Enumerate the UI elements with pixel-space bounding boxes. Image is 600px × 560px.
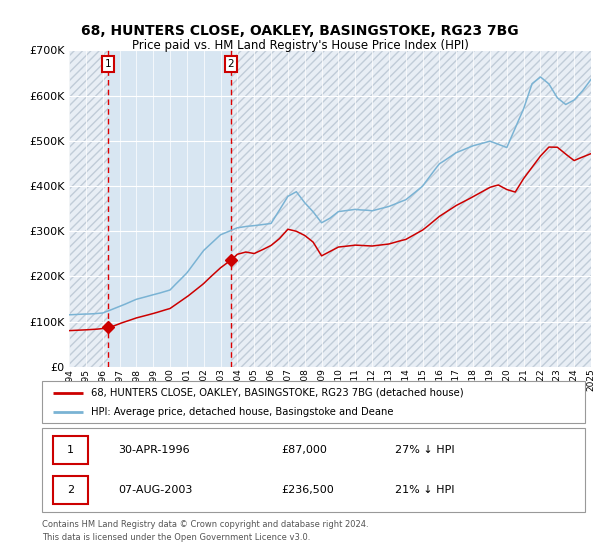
- Bar: [69, 50, 108, 367]
- Text: 2: 2: [227, 59, 234, 69]
- Text: Contains HM Land Registry data © Crown copyright and database right 2024.: Contains HM Land Registry data © Crown c…: [42, 520, 368, 529]
- FancyBboxPatch shape: [42, 428, 585, 512]
- FancyBboxPatch shape: [53, 436, 88, 464]
- Text: 27% ↓ HPI: 27% ↓ HPI: [395, 445, 455, 455]
- Bar: [230, 50, 591, 367]
- Text: Price paid vs. HM Land Registry's House Price Index (HPI): Price paid vs. HM Land Registry's House …: [131, 39, 469, 52]
- Text: HPI: Average price, detached house, Basingstoke and Deane: HPI: Average price, detached house, Basi…: [91, 407, 394, 417]
- Text: 68, HUNTERS CLOSE, OAKLEY, BASINGSTOKE, RG23 7BG (detached house): 68, HUNTERS CLOSE, OAKLEY, BASINGSTOKE, …: [91, 388, 463, 398]
- Text: 68, HUNTERS CLOSE, OAKLEY, BASINGSTOKE, RG23 7BG: 68, HUNTERS CLOSE, OAKLEY, BASINGSTOKE, …: [81, 24, 519, 38]
- FancyBboxPatch shape: [42, 381, 585, 423]
- Text: 30-APR-1996: 30-APR-1996: [118, 445, 190, 455]
- Text: 1: 1: [105, 59, 112, 69]
- Text: 21% ↓ HPI: 21% ↓ HPI: [395, 485, 454, 495]
- Text: 07-AUG-2003: 07-AUG-2003: [118, 485, 193, 495]
- Bar: [108, 50, 230, 367]
- FancyBboxPatch shape: [53, 476, 88, 504]
- Text: This data is licensed under the Open Government Licence v3.0.: This data is licensed under the Open Gov…: [42, 533, 310, 542]
- Text: 1: 1: [67, 445, 74, 455]
- Text: 2: 2: [67, 485, 74, 495]
- Text: £236,500: £236,500: [281, 485, 334, 495]
- Text: £87,000: £87,000: [281, 445, 327, 455]
